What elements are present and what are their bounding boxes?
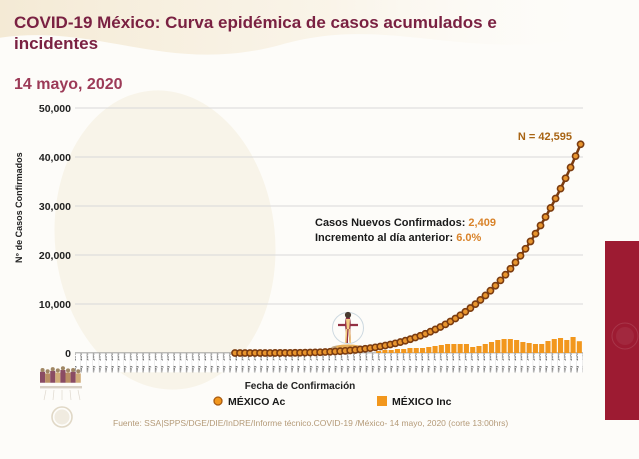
svg-text:40,000: 40,000 [39, 152, 71, 164]
svg-text:50,000: 50,000 [39, 103, 71, 115]
svg-text:Casos Nuevos Confirmados: 2,40: Casos Nuevos Confirmados: 2,409 [315, 217, 496, 229]
svg-text:MÉXICO Ac: MÉXICO Ac [228, 395, 286, 408]
svg-text:MÉXICO Inc: MÉXICO Inc [392, 395, 452, 408]
svg-text:0: 0 [65, 348, 71, 360]
svg-text:10,000: 10,000 [39, 299, 71, 311]
svg-text:N = 42,595: N = 42,595 [518, 131, 572, 143]
svg-text:30,000: 30,000 [39, 201, 71, 213]
svg-text:Fuente: SSA|SPPS/DGE/DIE/InDRE: Fuente: SSA|SPPS/DGE/DIE/InDRE/Informe t… [113, 418, 508, 428]
svg-text:N° de Casos Confirmados: N° de Casos Confirmados [14, 152, 24, 263]
svg-text:Fecha de Confirmación: Fecha de Confirmación [245, 381, 356, 392]
svg-text:Incremento al día anterior: 6.: Incremento al día anterior: 6.0% [315, 232, 481, 244]
svg-text:20,000: 20,000 [39, 250, 71, 262]
